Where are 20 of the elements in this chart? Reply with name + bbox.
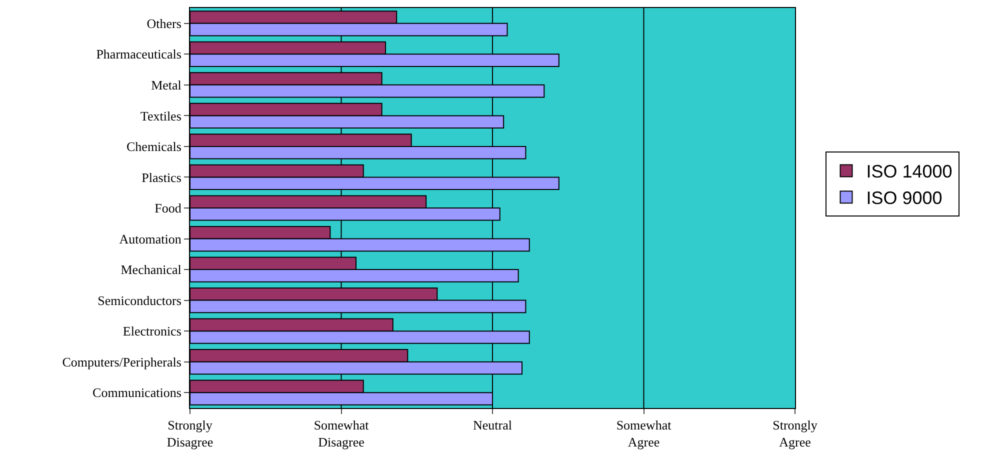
legend-label: ISO 9000 <box>866 188 942 208</box>
y-tick-label: Automation <box>119 231 182 246</box>
y-tick-label: Pharmaceuticals <box>96 46 182 62</box>
y-tick-label: Plastics <box>142 170 182 185</box>
y-tick-label: Textiles <box>140 108 182 124</box>
y-tick-label: Food <box>154 200 182 216</box>
y-tick-label: Semiconductors <box>98 292 182 308</box>
y-tick-label: Others <box>146 16 182 31</box>
y-tick-label: Chemicals <box>126 139 182 154</box>
y-tick-label: Communications <box>92 385 182 400</box>
y-tick-label: Metal <box>151 77 182 92</box>
text: Somewhat Disagree <box>314 418 370 450</box>
y-tick-label: Mechanical <box>120 262 182 278</box>
legend-label: ISO 14000 <box>866 162 952 182</box>
text: Neutral <box>473 418 512 433</box>
text: Strongly Agree <box>772 418 818 450</box>
y-tick-label: Computers/Peripherals <box>62 354 182 370</box>
y-tick-label: Electronics <box>122 324 182 339</box>
text: Strongly Disagree <box>166 418 214 450</box>
text: Somewhat Agree <box>616 418 672 450</box>
